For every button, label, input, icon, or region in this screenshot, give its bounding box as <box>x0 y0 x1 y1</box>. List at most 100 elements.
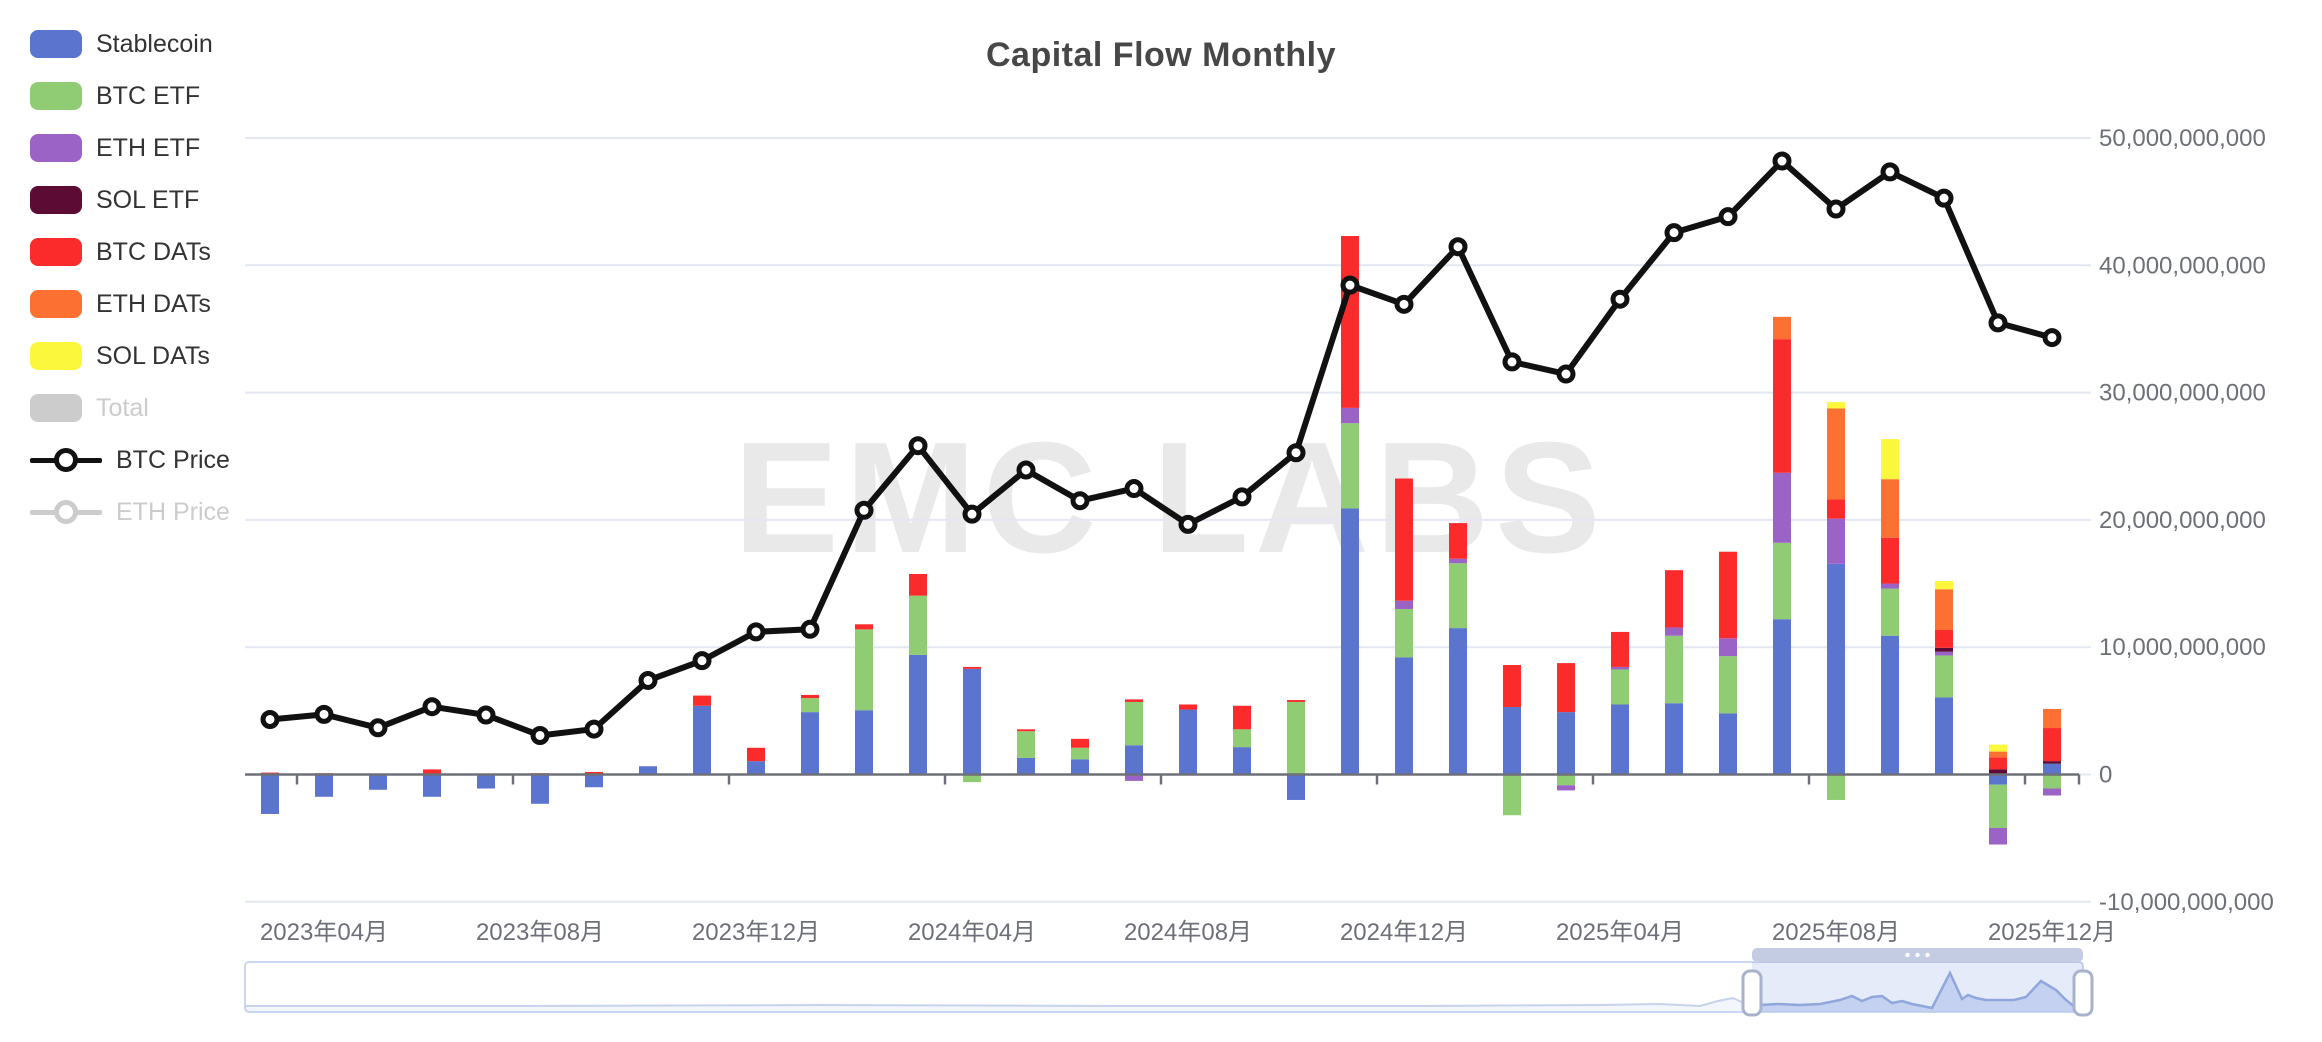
bar-segment-btc-etf <box>1125 701 1143 746</box>
grip-dots-icon <box>1915 952 1920 958</box>
bar-segment-eth-etf <box>1989 827 2007 845</box>
bar-segment-stablecoin <box>531 774 549 804</box>
y-axis-label: 50,000,000,000 <box>2099 125 2266 152</box>
bar-segment-btc-etf <box>1503 774 1521 816</box>
legend-item-sol-dats[interactable]: SOL DATs <box>30 330 230 382</box>
bar-segment-stablecoin <box>1611 704 1629 775</box>
bar-segment-sol-dats <box>1935 581 1953 590</box>
x-axis-label: 2025年12月 <box>1988 919 2116 946</box>
bar-segment-btc-dats <box>1341 236 1359 408</box>
bar-segment-btc-etf <box>855 629 873 711</box>
btc-price-swatch-icon <box>30 446 102 474</box>
datazoom-left-handle[interactable] <box>1741 969 1763 1017</box>
btc-price-point <box>1556 364 1576 384</box>
bar-segment-eth-etf <box>1773 472 1791 543</box>
bar-segment-btc-dats <box>1395 478 1413 601</box>
bar-segment-btc-dats <box>1989 757 2007 770</box>
bar-segment-btc-etf <box>1557 774 1575 786</box>
legend-label: BTC Price <box>116 445 230 474</box>
bar-segment-stablecoin <box>1881 635 1899 775</box>
btc-price-point <box>1016 460 1036 480</box>
bar-segment-btc-etf <box>1233 729 1251 748</box>
bar-segment-btc-etf <box>1071 747 1089 760</box>
legend-item-total[interactable]: Total <box>30 382 230 434</box>
bar-segment-btc-dats <box>1233 705 1251 730</box>
legend-label: SOL ETF <box>96 185 200 214</box>
bar-segment-stablecoin <box>477 774 495 789</box>
legend-item-eth-price[interactable]: ETH Price <box>30 486 230 538</box>
x-axis-label: 2024年08月 <box>1124 919 1252 946</box>
legend-item-sol-etf[interactable]: SOL ETF <box>30 174 230 226</box>
x-axis-label: 2025年08月 <box>1772 919 1900 946</box>
bar-segment-eth-etf <box>1611 666 1629 670</box>
legend-item-btc-etf[interactable]: BTC ETF <box>30 70 230 122</box>
bar-segment-btc-dats <box>855 624 873 630</box>
datazoom-right-handle[interactable] <box>2072 969 2094 1017</box>
bar-segment-btc-etf <box>1017 731 1035 758</box>
bar-segment-btc-dats <box>1449 523 1467 559</box>
bar-segment-stablecoin <box>1179 709 1197 775</box>
bar-segment-stablecoin <box>1017 757 1035 775</box>
eth-etf-swatch-icon <box>30 134 82 162</box>
bar-segment-eth-dats <box>1881 479 1899 538</box>
bar-segment-stablecoin <box>747 761 765 775</box>
legend-item-btc-dats[interactable]: BTC DATs <box>30 226 230 278</box>
legend-item-btc-price[interactable]: BTC Price <box>30 434 230 486</box>
btc-price-point <box>260 709 280 729</box>
bar-segment-btc-etf <box>2043 774 2061 789</box>
btc-price-point <box>1718 207 1738 227</box>
bar-segment-btc-dats <box>2043 728 2061 762</box>
bar-segment-stablecoin <box>369 774 387 790</box>
grip-dots-icon <box>1925 952 1930 958</box>
bar-segment-stablecoin <box>909 654 927 775</box>
bar-segment-btc-dats <box>585 771 603 775</box>
bar-segment-btc-etf <box>1989 784 2007 828</box>
bar-segment-btc-etf <box>1881 588 1899 636</box>
bar-segment-btc-dats <box>1503 665 1521 708</box>
bar-segment-btc-dats <box>693 695 711 706</box>
x-axis-label: 2023年08月 <box>476 919 604 946</box>
bar-segment-stablecoin <box>1665 703 1683 775</box>
btc-price-point <box>530 725 550 745</box>
bar-segment-stablecoin <box>855 710 873 775</box>
bar-segment-stablecoin <box>963 668 981 775</box>
bar-segment-btc-dats <box>963 666 981 669</box>
legend-item-eth-dats[interactable]: ETH DATs <box>30 278 230 330</box>
bar-segment-btc-dats <box>1071 738 1089 748</box>
btc-price-point <box>368 718 388 738</box>
bar-segment-btc-dats <box>1935 630 1953 648</box>
bar-segment-btc-etf <box>1395 609 1413 658</box>
bar-segment-eth-etf <box>1827 518 1845 564</box>
eth-price-swatch-icon <box>30 498 102 526</box>
bar-segment-stablecoin <box>1071 759 1089 775</box>
y-axis-label: 30,000,000,000 <box>2099 380 2266 407</box>
bar-segment-stablecoin <box>2043 763 2061 775</box>
btc-price-point <box>962 504 982 524</box>
sol-dats-swatch-icon <box>30 342 82 370</box>
btc-price-point <box>908 436 928 456</box>
btc-price-point <box>1988 313 2008 333</box>
bar-segment-eth-etf <box>1719 638 1737 657</box>
legend-label: ETH Price <box>116 497 230 526</box>
btc-price-point <box>692 651 712 671</box>
btc-etf-swatch-icon <box>30 82 82 110</box>
bar-segment-eth-dats <box>1773 316 1791 340</box>
legend-item-stablecoin[interactable]: Stablecoin <box>30 18 230 70</box>
bar-segment-btc-dats <box>1557 663 1575 713</box>
btc-price-point <box>314 704 334 724</box>
bar-segment-stablecoin <box>1827 563 1845 775</box>
chart-title: Capital Flow Monthly <box>986 36 1336 74</box>
bar-segment-eth-etf <box>1935 651 1953 656</box>
legend-label: SOL DATs <box>96 341 210 370</box>
btc-price-point <box>1448 237 1468 257</box>
btc-price-point <box>476 705 496 725</box>
eth-dats-swatch-icon <box>30 290 82 318</box>
bar-segment-eth-etf <box>1449 558 1467 564</box>
grip-dots-icon <box>1905 952 1910 958</box>
btc-price-point <box>1232 487 1252 507</box>
y-axis-label: 10,000,000,000 <box>2099 634 2266 661</box>
btc-price-point <box>854 500 874 520</box>
bar-segment-eth-etf <box>1557 785 1575 791</box>
legend-item-eth-etf[interactable]: ETH ETF <box>30 122 230 174</box>
datazoom-preview-area <box>245 973 2083 1011</box>
